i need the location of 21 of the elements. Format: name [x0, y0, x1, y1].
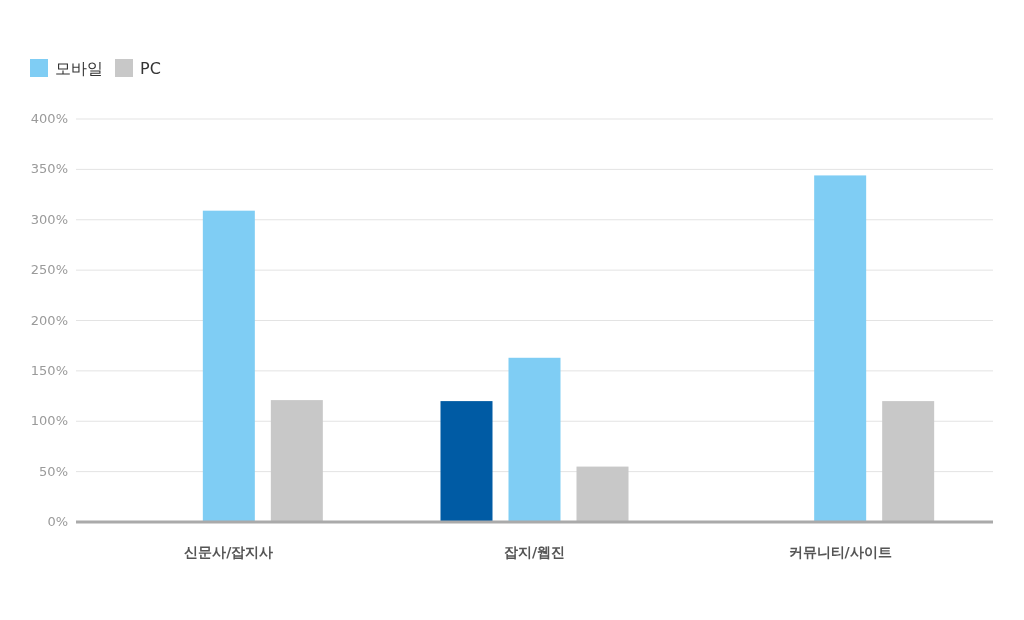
legend-label: 모바일 [55, 59, 103, 78]
x-tick-label: 커뮤니티/사이트 [788, 544, 892, 560]
y-tick-label: 100% [30, 413, 68, 429]
bar [576, 466, 629, 522]
bar [202, 210, 255, 522]
bar [440, 401, 493, 522]
y-tick-label: 400% [30, 111, 68, 126]
bar [882, 401, 935, 522]
bar [270, 400, 323, 522]
y-tick-label: 150% [30, 362, 68, 378]
y-tick-label: 300% [30, 211, 68, 227]
y-tick-label: 250% [30, 262, 68, 278]
legend-label: PC [140, 59, 161, 78]
y-tick-label: 50% [39, 463, 68, 479]
bar [508, 357, 561, 522]
x-tick-label: 신문사/잡지사 [184, 544, 274, 560]
y-tick-label: 200% [30, 312, 68, 328]
bar [814, 175, 867, 522]
x-tick-label: 잡지/웹진 [503, 544, 566, 560]
y-tick-label: 350% [30, 161, 68, 177]
y-tick-label: 0% [47, 514, 68, 529]
